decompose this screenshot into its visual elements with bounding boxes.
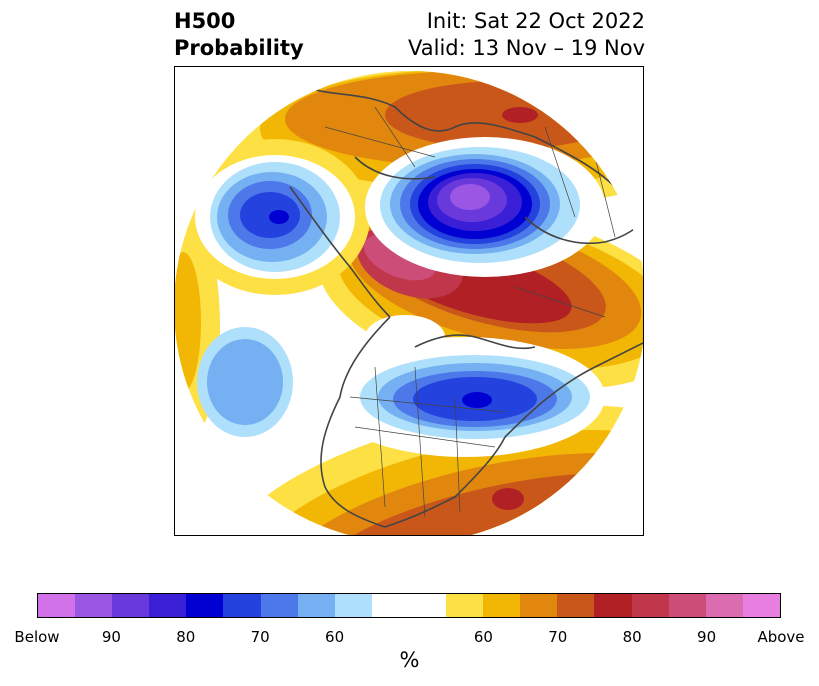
colorbar-swatch [557, 594, 595, 617]
chart-title-right: Init: Sat 22 Oct 2022 Valid: 13 Nov – 19… [408, 8, 645, 62]
colorbar-swatch [38, 594, 76, 617]
colorbar-swatch [75, 594, 113, 617]
colorbar-tick-label: 80 [176, 628, 196, 646]
colorbar-tick-label: 90 [101, 628, 121, 646]
colorbar-tick-label: 70 [548, 628, 568, 646]
colorbar-swatch [112, 594, 150, 617]
colorbar-swatch [705, 594, 743, 617]
colorbar-swatch [483, 594, 521, 617]
probability-field [175, 71, 643, 535]
colorbar-swatch [297, 594, 335, 617]
probability-colorbar [37, 593, 781, 618]
borders [324, 106, 616, 518]
below-anomaly-north-america [325, 337, 605, 457]
colorbar-swatch [260, 594, 298, 617]
colorbar-swatch [334, 594, 372, 617]
coastlines [289, 86, 643, 528]
colorbar-tick-label: 90 [697, 628, 717, 646]
colorbar-tick-label: Above [757, 628, 805, 646]
map-panel [174, 66, 644, 536]
colorbar-swatch [223, 594, 261, 617]
colorbar-unit-label: % [399, 648, 420, 672]
probability-map [175, 71, 643, 535]
init-date: Init: Sat 22 Oct 2022 [426, 9, 645, 33]
colorbar-tick-labels: Below 90 80 70 60 60 70 80 90 Above [0, 628, 819, 648]
valid-range: Valid: 13 Nov – 19 Nov [408, 36, 645, 60]
colorbar-tick-label: 80 [622, 628, 642, 646]
colorbar-swatch [371, 594, 447, 617]
chart-title-left: H500 Probability [174, 8, 304, 62]
colorbar-swatch [520, 594, 558, 617]
colorbar-tick-label: 60 [325, 628, 345, 646]
colorbar-swatch [186, 594, 224, 617]
colorbar-swatch [594, 594, 632, 617]
below-anomaly-eurasia [365, 137, 605, 277]
below-anomaly-west [197, 327, 293, 437]
colorbar-swatch [149, 594, 187, 617]
colorbar-tick-label: Below [14, 628, 60, 646]
colorbar-tick-label: 70 [250, 628, 270, 646]
title-probability: Probability [174, 36, 304, 60]
colorbar-swatch [742, 594, 780, 617]
colorbar-swatch [446, 594, 484, 617]
title-variable: H500 [174, 9, 236, 33]
colorbar-tick-label: 60 [473, 628, 493, 646]
colorbar-swatch [631, 594, 669, 617]
colorbar-swatch [668, 594, 706, 617]
below-anomaly-pacific [180, 139, 370, 295]
